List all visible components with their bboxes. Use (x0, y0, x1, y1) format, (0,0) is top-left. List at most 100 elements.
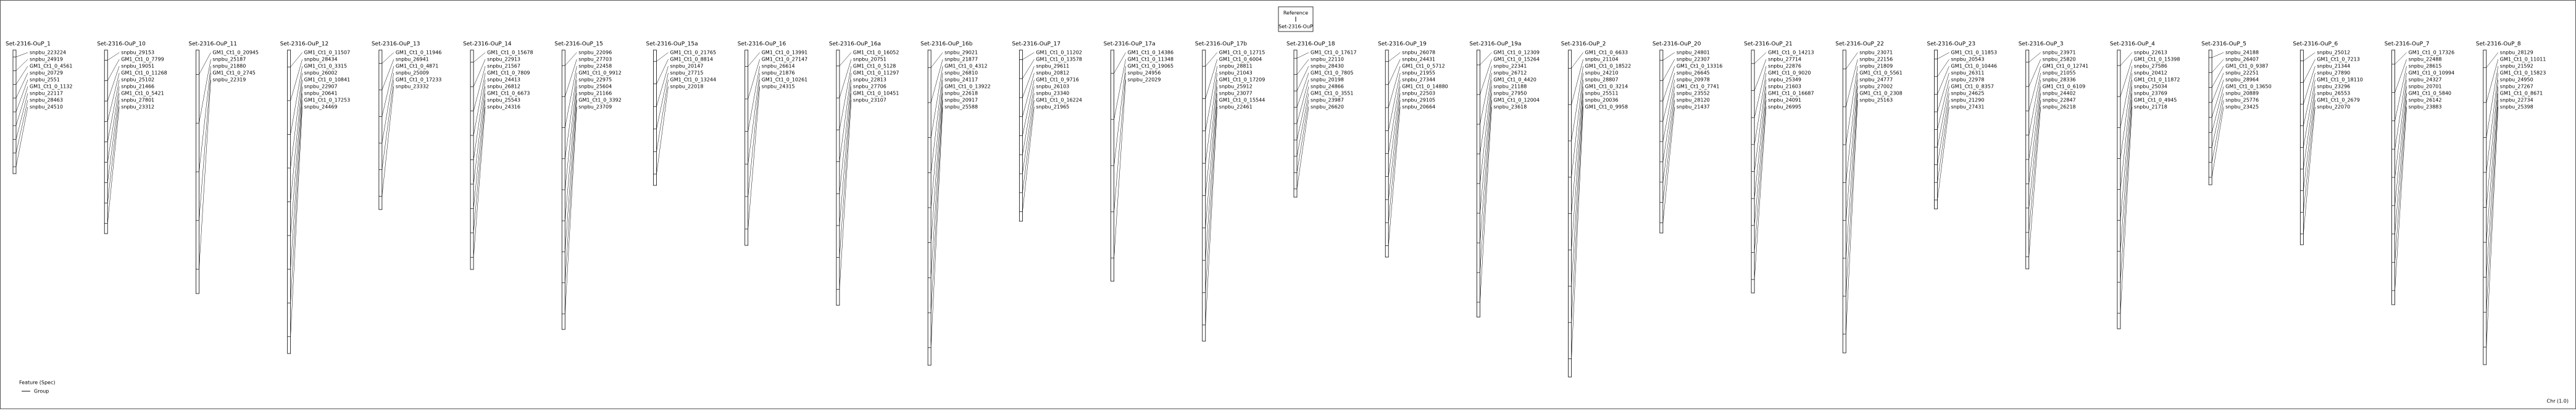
marker-label: GM1_Ct1_0_3214 (1585, 84, 1628, 90)
marker-connector (2028, 59, 2041, 87)
marker-connector (1205, 52, 1217, 67)
marker-label: GM1_Ct1_0_19065 (1128, 64, 1174, 69)
marker-label: snpbu_27267 (2500, 84, 2533, 90)
marker-connector (2120, 106, 2133, 313)
marker-label: snpbu_20198 (1311, 77, 1344, 83)
marker-label: snpbu_23071 (1859, 50, 1893, 56)
marker-connector (1662, 93, 1675, 182)
marker-label: GM1_Ct1_0_11946 (396, 50, 442, 56)
marker-connector (1022, 106, 1035, 212)
marker-connector (473, 100, 486, 233)
marker-label: snpbu_25912 (1219, 84, 1253, 90)
marker-label: snpbu_21809 (1859, 64, 1893, 69)
marker-label: snpbu_21055 (2043, 70, 2076, 76)
marker-label: snpbu_25398 (2500, 104, 2533, 110)
marker-label: GM1_Ct1_0_5840 (2409, 91, 2451, 96)
marker-label: GM1_Ct1_0_13244 (670, 77, 717, 83)
marker-connector (2028, 93, 2041, 208)
marker-label: snpbu_23425 (2225, 104, 2259, 110)
marker-label: snpbu_24510 (30, 104, 63, 110)
marker-connector (107, 86, 120, 163)
marker-label: snpbu_22251 (2225, 70, 2259, 76)
marker-connector (2486, 93, 2499, 278)
marker-label: snpbu_24117 (944, 77, 978, 83)
marker-label: snpbu_23552 (1677, 91, 1710, 96)
marker-connector (2303, 59, 2315, 83)
marker-connector (748, 79, 760, 197)
marker-label: snpbu_24091 (1768, 98, 1801, 103)
marker-label: snpbu_24431 (1402, 57, 1435, 62)
marker-connector (1480, 79, 1492, 184)
group-label: Set-2316-OuP_7 (2385, 41, 2430, 48)
group-label: Set-2316-OuP_6 (2293, 41, 2338, 48)
marker-connector (2211, 79, 2224, 118)
marker-label: snpbu_23971 (2043, 50, 2076, 56)
marker-connector (1937, 106, 1949, 200)
marker-connector (2486, 106, 2499, 347)
marker-label: GM1_Ct1_0_10841 (304, 77, 351, 83)
marker-label: GM1_Ct1_0_27147 (762, 57, 808, 62)
marker-connector (2028, 72, 2041, 135)
marker-label: GM1_Ct1_0_3551 (1311, 91, 1353, 96)
marker-label: snpbu_24950 (2500, 77, 2533, 83)
marker-label: GM1_Ct1_0_7741 (1677, 84, 1719, 90)
marker-label: snpbu_23107 (853, 98, 886, 103)
marker-connector (1937, 79, 1949, 130)
marker-connector (839, 93, 852, 258)
marker-connector (2486, 66, 2499, 138)
marker-label: GM1_Ct1_0_12741 (2043, 64, 2089, 69)
marker-connector (1296, 72, 1309, 108)
group-label: Set-2316-OuP_19a (1469, 41, 1521, 48)
marker-connector (656, 66, 669, 107)
group-label: Set-2316-OuP_4 (2110, 41, 2155, 48)
group-label: Set-2316-OuP_1 (6, 41, 51, 48)
marker-label: GM1_Ct1_0_6109 (2043, 84, 2085, 90)
marker-connector (656, 52, 669, 62)
marker-connector (930, 100, 943, 313)
marker-label: snpbu_22117 (30, 91, 63, 96)
marker-connector (1937, 59, 1949, 77)
group-label: Set-2316-OuP_20 (1653, 41, 1701, 48)
marker-connector (473, 106, 486, 258)
marker-label: GM1_Ct1_0_5561 (1859, 70, 1902, 76)
marker-connector (290, 100, 302, 303)
marker-connector (1388, 100, 1401, 223)
marker-label: GM1_Ct1_0_17233 (396, 77, 442, 83)
marker-label: GM1_Ct1_0_17253 (304, 98, 351, 103)
marker-connector (1296, 66, 1309, 91)
marker-label: snpbu_20812 (1036, 70, 1069, 76)
marker-connector (2486, 86, 2499, 243)
marker-connector (473, 52, 486, 62)
marker-label: snpbu_22618 (944, 91, 978, 96)
marker-label: snpbu_27715 (670, 70, 704, 76)
marker-label: snpbu_24956 (1128, 70, 1161, 76)
marker-connector (1754, 59, 1767, 91)
marker-connector (748, 86, 760, 229)
marker-connector (2303, 100, 2315, 213)
marker-connector (839, 79, 852, 194)
marker-connector (15, 79, 28, 112)
marker-connector (1022, 86, 1035, 155)
marker-connector (1022, 72, 1035, 117)
marker-connector (565, 106, 577, 314)
marker-connector (565, 59, 577, 97)
marker-label: GM1_Ct1_0_11011 (2500, 57, 2546, 62)
group-label: Set-2316-OuP_15a (646, 41, 698, 48)
marker-label: GM1_Ct1_0_11507 (304, 50, 351, 56)
marker-connector (290, 93, 302, 269)
marker-label: snpbu_28964 (2225, 77, 2259, 83)
marker-connector (290, 66, 302, 135)
group-label: Set-2316-OuP_21 (1744, 41, 1793, 48)
marker-label: snpbu_22341 (1493, 64, 1527, 69)
marker-label: GM1_Ct1_0_4561 (30, 64, 72, 69)
marker-label: snpbu_22070 (2317, 104, 2350, 110)
marker-connector (2120, 86, 2133, 221)
marker-connector (748, 66, 760, 132)
marker-label: snpbu_25349 (1768, 77, 1801, 83)
marker-label: snpbu_223224 (30, 50, 66, 56)
marker-connector (381, 59, 394, 90)
marker-connector (1571, 86, 1583, 250)
marker-label: snpbu_20917 (944, 98, 978, 103)
marker-connector (2028, 79, 2041, 160)
marker-label: snpbu_28430 (1311, 64, 1344, 69)
